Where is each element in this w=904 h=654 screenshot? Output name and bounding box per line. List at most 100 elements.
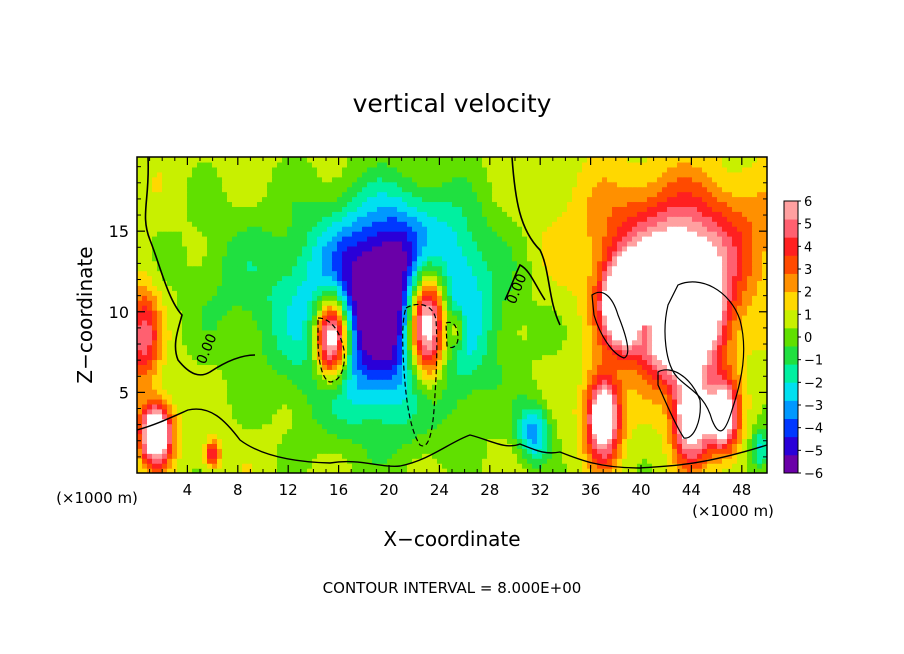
field-cell: [467, 315, 473, 321]
field-cell: [697, 423, 703, 430]
field-cell: [522, 413, 528, 420]
field-cell: [237, 453, 243, 459]
field-cell: [492, 403, 498, 410]
field-cell: [422, 394, 428, 400]
field-cell: [747, 463, 753, 469]
field-cell: [552, 329, 558, 336]
field-cell: [582, 389, 588, 395]
field-cell: [282, 394, 288, 400]
field-cell: [247, 448, 253, 454]
field-cell: [272, 300, 278, 306]
field-cell: [607, 305, 613, 311]
field-cell: [557, 280, 563, 286]
field-cell: [377, 453, 383, 459]
field-cell: [322, 369, 328, 375]
field-cell: [572, 319, 578, 326]
field-cell: [317, 369, 323, 375]
field-cell: [347, 389, 353, 395]
field-cell: [367, 389, 373, 395]
field-cell: [477, 433, 483, 440]
field-cell: [397, 389, 403, 395]
field-cell: [357, 423, 363, 430]
field-cell: [297, 398, 303, 405]
field-cell: [397, 315, 403, 321]
field-cell: [222, 423, 228, 430]
field-cell: [247, 398, 253, 405]
field-cell: [212, 344, 218, 351]
field-cell: [157, 394, 163, 400]
field-cell: [622, 413, 628, 420]
field-cell: [147, 349, 153, 356]
field-cell: [707, 329, 713, 336]
field-cell: [497, 408, 503, 415]
field-cell: [457, 324, 463, 331]
field-cell: [722, 334, 728, 341]
field-cell: [537, 300, 543, 306]
field-cell: [732, 463, 738, 469]
field-cell: [422, 438, 428, 444]
field-cell: [332, 468, 338, 473]
field-cell: [612, 468, 618, 473]
field-cell: [232, 359, 238, 365]
field-cell: [747, 334, 753, 341]
field-cell: [692, 354, 698, 361]
field-cell: [592, 319, 598, 326]
field-cell: [382, 369, 388, 375]
field-cell: [407, 315, 413, 321]
field-cell: [392, 394, 398, 400]
field-cell: [257, 379, 263, 385]
field-cell: [332, 379, 338, 385]
field-cell: [237, 329, 243, 336]
field-cell: [362, 418, 368, 425]
field-cell: [557, 295, 563, 301]
field-cell: [207, 398, 213, 405]
field-cell: [237, 295, 243, 301]
field-cell: [562, 354, 568, 361]
field-cell: [157, 408, 163, 415]
field-cell: [332, 418, 338, 425]
field-cell: [152, 275, 158, 282]
field-cell: [622, 423, 628, 430]
field-cell: [697, 359, 703, 365]
field-cell: [637, 364, 643, 370]
field-cell: [152, 290, 158, 296]
field-cell: [732, 369, 738, 375]
field-cell: [152, 315, 158, 321]
field-cell: [642, 463, 648, 469]
field-cell: [187, 295, 193, 301]
field-cell: [172, 290, 178, 296]
field-cell: [652, 463, 658, 469]
field-cell: [637, 443, 643, 449]
field-cell: [292, 403, 298, 410]
field-cell: [392, 319, 398, 326]
field-cell: [662, 285, 668, 291]
field-cell: [687, 339, 693, 346]
field-cell: [412, 398, 418, 405]
field-cell: [352, 433, 358, 440]
field-cell: [617, 418, 623, 425]
field-cell: [482, 359, 488, 365]
field-cell: [432, 408, 438, 415]
field-cell: [412, 423, 418, 430]
field-cell: [562, 403, 568, 410]
field-cell: [692, 379, 698, 385]
field-cell: [572, 408, 578, 415]
field-cell: [762, 364, 767, 370]
field-cell: [577, 290, 583, 296]
field-cell: [537, 428, 543, 435]
field-cell: [517, 384, 523, 390]
field-cell: [562, 428, 568, 435]
field-cell: [152, 458, 158, 464]
field-cell: [452, 354, 458, 361]
field-cell: [217, 285, 223, 291]
field-cell: [277, 453, 283, 459]
field-cell: [327, 443, 333, 449]
field-cell: [457, 334, 463, 341]
field-cell: [497, 349, 503, 356]
field-cell: [402, 364, 408, 370]
field-cell: [432, 463, 438, 469]
field-cell: [217, 468, 223, 473]
field-cell: [632, 344, 638, 351]
field-cell: [727, 394, 733, 400]
field-cell: [192, 339, 198, 346]
